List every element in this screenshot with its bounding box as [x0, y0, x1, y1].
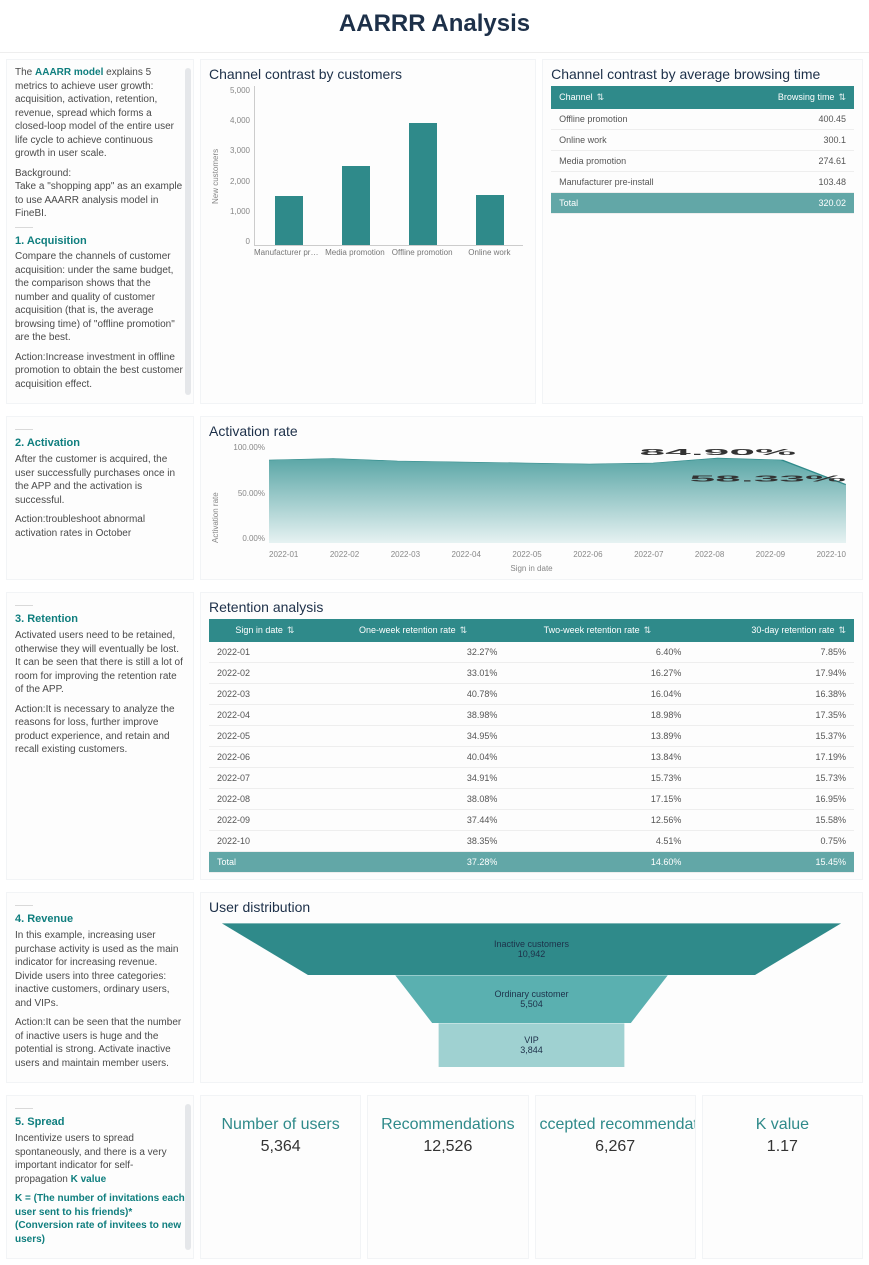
kpi-card: Number of users 5,364 — [200, 1095, 361, 1259]
table-row: 2022-0534.95%13.89%15.37% — [209, 726, 854, 747]
table-header[interactable]: Two-week retention rate⇅ — [505, 619, 689, 642]
table-total-row: Total37.28%14.60%15.45% — [209, 852, 854, 873]
browse-table: Channel⇅Browsing time⇅ Offline promotion… — [551, 86, 854, 214]
bar — [476, 195, 504, 245]
sort-icon[interactable]: ⇅ — [287, 625, 295, 635]
sort-icon[interactable]: ⇅ — [644, 625, 652, 635]
retention-table-title: Retention analysis — [209, 599, 854, 615]
kpi-value: 5,364 — [205, 1138, 356, 1156]
kpi-card: K value 1.17 — [702, 1095, 863, 1259]
kpi-label: ccepted recommendation — [540, 1116, 691, 1134]
table-row: Offline promotion400.45 — [551, 109, 854, 130]
sort-icon[interactable]: ⇅ — [838, 625, 846, 635]
kpi-label: Number of users — [205, 1116, 356, 1134]
table-row: 2022-0438.98%18.98%17.35% — [209, 705, 854, 726]
sort-icon[interactable]: ⇅ — [838, 92, 846, 102]
kpi-value: 1.17 — [707, 1138, 858, 1156]
bar-chart: New customers 5,0004,0003,0002,0001,0000… — [209, 86, 527, 266]
table-header[interactable]: Channel⇅ — [551, 86, 723, 109]
page-header: AARRR Analysis — [0, 0, 869, 53]
table-header[interactable]: Sign in date⇅ — [209, 619, 321, 642]
kpi-card: Recommendations 12,526 — [367, 1095, 528, 1259]
table-row: 2022-0838.08%17.15%16.95% — [209, 789, 854, 810]
area-chart-panel: Activation rate Activation rate 100.00%5… — [200, 416, 863, 580]
kpi-row: Number of users 5,364 Recommendations 12,52… — [200, 1095, 863, 1259]
bar — [342, 166, 370, 245]
scrollbar[interactable] — [185, 68, 191, 395]
svg-text:58.33%: 58.33% — [690, 475, 846, 484]
table-row: 2022-0233.01%16.27%17.94% — [209, 663, 854, 684]
funnel-segment: Ordinary customer5,504 — [222, 975, 841, 1023]
funnel-label: Ordinary customer — [494, 989, 568, 999]
page-title: AARRR Analysis — [0, 10, 869, 38]
funnel-title: User distribution — [209, 899, 854, 915]
funnel-segment: VIP3,844 — [222, 1023, 841, 1067]
activation-note: 2. Activation After the customer is acqu… — [6, 416, 194, 580]
retention-table: Sign in date⇅One-week retention rate⇅Two… — [209, 619, 854, 873]
table-row: 2022-0937.44%12.56%15.58% — [209, 810, 854, 831]
area-chart-title: Activation rate — [209, 423, 854, 439]
kpi-label: Recommendations — [372, 1116, 523, 1134]
svg-text:84.90%: 84.90% — [640, 448, 796, 457]
retention-note: 3. Retention Activated users need to be … — [6, 592, 194, 880]
table-header[interactable]: Browsing time⇅ — [723, 86, 854, 109]
browse-table-title: Channel contrast by average browsing tim… — [551, 66, 854, 82]
kpi-label: K value — [707, 1116, 858, 1134]
browse-table-panel: Channel contrast by average browsing tim… — [542, 59, 863, 404]
bar-chart-title: Channel contrast by customers — [209, 66, 527, 82]
acquisition-note: The AAARR model explains 5 metrics to ac… — [6, 59, 194, 404]
sort-icon[interactable]: ⇅ — [460, 625, 468, 635]
funnel-value: 5,504 — [520, 999, 543, 1009]
funnel-panel: User distribution Inactive customers10,9… — [200, 892, 863, 1083]
table-header[interactable]: 30-day retention rate⇅ — [689, 619, 854, 642]
funnel-chart: Inactive customers10,942Ordinary custome… — [209, 919, 854, 1075]
funnel-segment: Inactive customers10,942 — [222, 923, 841, 975]
bar — [275, 196, 303, 245]
table-row: 2022-0340.78%16.04%16.38% — [209, 684, 854, 705]
table-row: Online work300.1 — [551, 130, 854, 151]
area-chart: Activation rate 100.00%50.00%0.00% 84.90… — [213, 443, 850, 573]
funnel-label: VIP — [524, 1035, 539, 1045]
funnel-value: 10,942 — [518, 949, 546, 959]
spread-note: 5. Spread Incentivize users to spread sp… — [6, 1095, 194, 1259]
kpi-value: 12,526 — [372, 1138, 523, 1156]
scrollbar[interactable] — [185, 1104, 191, 1250]
table-row: Manufacturer pre-install103.48 — [551, 172, 854, 193]
table-row: 2022-1038.35%4.51%0.75% — [209, 831, 854, 852]
kpi-card: ccepted recommendation 6,267 — [535, 1095, 696, 1259]
revenue-note: 4. Revenue In this example, increasing u… — [6, 892, 194, 1083]
bar — [409, 123, 437, 245]
sort-icon[interactable]: ⇅ — [597, 92, 605, 102]
table-row: 2022-0640.04%13.84%17.19% — [209, 747, 854, 768]
kpi-value: 6,267 — [540, 1138, 691, 1156]
table-row: 2022-0132.27%6.40%7.85% — [209, 642, 854, 663]
funnel-label: Inactive customers — [494, 939, 569, 949]
retention-table-panel: Retention analysis Sign in date⇅One-week… — [200, 592, 863, 880]
table-total-row: Total320.02 — [551, 193, 854, 214]
table-row: Media promotion274.61 — [551, 151, 854, 172]
funnel-value: 3,844 — [520, 1045, 543, 1055]
table-row: 2022-0734.91%15.73%15.73% — [209, 768, 854, 789]
table-header[interactable]: One-week retention rate⇅ — [321, 619, 506, 642]
bar-chart-panel: Channel contrast by customers New custom… — [200, 59, 536, 404]
